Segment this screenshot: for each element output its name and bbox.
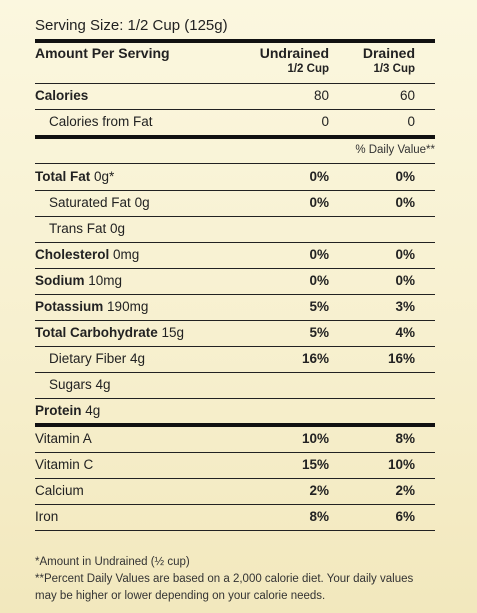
serving-size: Serving Size: 1/2 Cup (125g) [35, 17, 228, 34]
nutrient-name: Saturated Fat [49, 195, 131, 210]
nutrient-amount: 4g [85, 403, 101, 418]
drained-subtitle: 1/3 Cup [373, 63, 415, 75]
nutrient-amount: 0g* [94, 169, 115, 184]
vitamin-name: Vitamin C [35, 457, 94, 472]
nutrient-drained-dv: 16% [387, 351, 415, 366]
top-rule [35, 39, 435, 43]
calories-undrained: 80 [313, 88, 329, 103]
nutrient-drained-dv: 0% [395, 169, 415, 184]
vitamin-drained-dv: 2% [395, 483, 415, 498]
nutrient-name: Sodium [35, 273, 85, 288]
nutrient-amount: 0g [110, 221, 126, 236]
daily-value-note: % Daily Value** [355, 144, 435, 156]
nutrient-drained-dv: 0% [395, 247, 415, 262]
nutrient-amount: 10mg [88, 273, 123, 288]
vitamin-row-calcium: Calcium 2% 2% [35, 478, 435, 505]
nutrient-name: Protein [35, 403, 82, 418]
daily-value-row: % Daily Value** [35, 139, 435, 164]
nutrient-drained-dv: 0% [395, 195, 415, 210]
nutrient-row-trans-fat: Trans Fat 0g [35, 216, 435, 243]
vitamin-row-a: Vitamin A 10% 8% [35, 426, 435, 453]
nutrient-drained-dv: 3% [395, 299, 415, 314]
nutrient-undrained-dv: 0% [309, 195, 329, 210]
column-header: Amount Per Serving Undrained 1/2 Cup Dra… [35, 43, 435, 84]
nutrient-name: Total Carbohydrate [35, 325, 158, 340]
amount-per-serving-label: Amount Per Serving [35, 45, 170, 61]
vitamin-undrained-dv: 8% [309, 509, 329, 524]
calories-drained: 60 [399, 88, 415, 103]
calories-from-fat-undrained: 0 [321, 114, 329, 129]
vitamin-drained-dv: 8% [395, 431, 415, 446]
nutrient-amount: 0g [134, 195, 150, 210]
nutrient-name: Total Fat [35, 169, 91, 184]
vitamins-rule [35, 423, 435, 427]
vitamin-undrained-dv: 15% [301, 457, 329, 472]
vitamin-drained-dv: 6% [395, 509, 415, 524]
vitamin-row-iron: Iron 8% 6% [35, 504, 435, 531]
nutrient-row-protein: Protein 4g [35, 398, 435, 424]
nutrient-undrained-dv: 0% [309, 247, 329, 262]
nutrient-row-total-carbohydrate: Total Carbohydrate 15g 5% 4% [35, 320, 435, 347]
vitamin-name: Iron [35, 509, 59, 524]
nutrient-row-sugars: Sugars 4g [35, 372, 435, 399]
calories-row: Calories 80 60 [35, 83, 435, 110]
nutrient-amount: 4g [95, 377, 111, 392]
nutrient-undrained-dv: 0% [309, 169, 329, 184]
drained-title: Drained [362, 45, 415, 61]
vitamin-name: Calcium [35, 483, 84, 498]
vitamin-name: Vitamin A [35, 431, 92, 446]
nutrient-drained-dv: 0% [395, 273, 415, 288]
vitamin-undrained-dv: 2% [309, 483, 329, 498]
nutrient-row-cholesterol: Cholesterol 0mg 0% 0% [35, 242, 435, 269]
nutrient-name: Potassium [35, 299, 104, 314]
nutrient-row-sodium: Sodium 10mg 0% 0% [35, 268, 435, 295]
nutrient-undrained-dv: 16% [301, 351, 329, 366]
nutrient-row-total-fat: Total Fat 0g* 0% 0% [35, 164, 435, 191]
nutrient-row-potassium: Potassium 190mg 5% 3% [35, 294, 435, 321]
nutrient-amount: 4g [130, 351, 146, 366]
nutrient-undrained-dv: 5% [309, 325, 329, 340]
nutrient-undrained-dv: 5% [309, 299, 329, 314]
calories-rule [35, 135, 435, 139]
calories-label: Calories [35, 88, 89, 103]
calories-from-fat-drained: 0 [407, 114, 415, 129]
footnote-undrained: *Amount in Undrained (½ cup) [35, 556, 190, 568]
nutrient-name: Sugars [49, 377, 92, 392]
calories-from-fat-label: Calories from Fat [49, 114, 153, 129]
undrained-subtitle: 1/2 Cup [287, 63, 329, 75]
nutrient-undrained-dv: 0% [309, 273, 329, 288]
nutrient-amount: 0mg [113, 247, 140, 262]
nutrient-drained-dv: 4% [395, 325, 415, 340]
footnote-daily-values: **Percent Daily Values are based on a 2,… [35, 573, 414, 602]
vitamin-drained-dv: 10% [387, 457, 415, 472]
nutrient-amount: 15g [161, 325, 185, 340]
calories-from-fat-row: Calories from Fat 0 0 [35, 109, 435, 135]
vitamin-row-c: Vitamin C 15% 10% [35, 452, 435, 479]
nutrient-name: Dietary Fiber [49, 351, 127, 366]
nutrient-row-saturated-fat: Saturated Fat 0g 0% 0% [35, 190, 435, 217]
nutrient-name: Trans Fat [49, 221, 107, 236]
nutrient-row-dietary-fiber: Dietary Fiber 4g 16% 16% [35, 346, 435, 373]
nutrient-name: Cholesterol [35, 247, 110, 262]
undrained-title: Undrained [259, 45, 329, 61]
nutrient-amount: 190mg [107, 299, 149, 314]
vitamin-undrained-dv: 10% [301, 431, 329, 446]
